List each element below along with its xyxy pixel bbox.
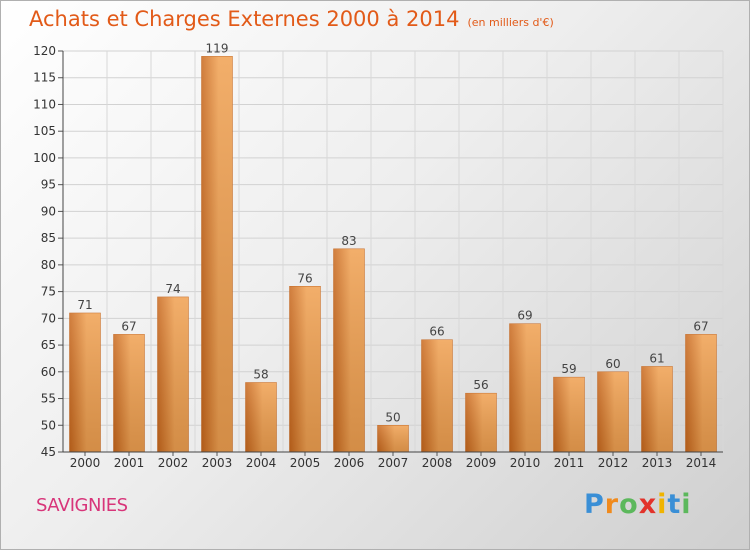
bar-shade	[113, 334, 145, 452]
data-label: 76	[297, 271, 312, 285]
bar-shade	[421, 339, 453, 452]
bar-shade	[289, 286, 321, 452]
value-labels: 71 67 74 119 58 76 83 50 66 56 69 59 60 61 67	[77, 41, 708, 424]
logo-letter: i	[681, 489, 692, 520]
x-tick-label: 2006	[334, 456, 365, 470]
data-label: 69	[517, 309, 532, 323]
x-tick-label: 2009	[466, 456, 497, 470]
bar-shade	[597, 371, 629, 452]
x-tick-label: 2005	[290, 456, 321, 470]
x-tick-label: 2001	[114, 456, 145, 470]
x-tick-label: 2002	[158, 456, 189, 470]
chart-subtitle: (en milliers d'€)	[467, 16, 554, 29]
y-tick-label: 70	[41, 311, 56, 325]
x-tick-label: 2014	[686, 456, 717, 470]
logo-letter: x	[638, 489, 658, 520]
data-label: 60	[605, 357, 620, 371]
data-label: 66	[429, 325, 444, 339]
bar-shade	[509, 323, 541, 452]
y-tick-label: 95	[41, 178, 56, 192]
logo-letter: o	[619, 489, 639, 520]
data-label: 119	[206, 41, 229, 55]
y-tick-label: 55	[41, 392, 56, 406]
bar-shade	[245, 382, 277, 452]
x-tick-label: 2003	[202, 456, 233, 470]
x-tick-label: 2008	[422, 456, 453, 470]
x-tick-label: 2012	[598, 456, 629, 470]
axes: 45 50 55 60 65 70 75 80 85 90 95 100 105 110 115 120 200…	[33, 44, 723, 470]
data-label: 58	[253, 367, 268, 381]
y-tick-label: 115	[33, 71, 56, 85]
y-tick-label: 45	[41, 445, 56, 459]
bar-shade	[333, 248, 365, 452]
x-tick-label: 2011	[554, 456, 585, 470]
bar-shade	[685, 334, 717, 452]
data-label: 74	[165, 282, 180, 296]
y-tick-label: 80	[41, 258, 56, 272]
data-label: 67	[693, 319, 708, 333]
data-label: 67	[121, 319, 136, 333]
data-label: 61	[649, 351, 664, 365]
bar-shade	[641, 366, 673, 452]
bar-shade	[201, 56, 233, 452]
y-tick-label: 120	[33, 44, 56, 58]
y-tick-label: 60	[41, 365, 56, 379]
y-tick-label: 100	[33, 151, 56, 165]
x-tick-label: 2010	[510, 456, 541, 470]
y-tick-label: 50	[41, 418, 56, 432]
logo-letter: t	[667, 489, 682, 520]
logo-letter: P	[584, 489, 605, 520]
logo-letter: r	[604, 489, 620, 520]
chart-title-text: Achats et Charges Externes 2000 à 2014	[29, 7, 460, 31]
bar-shade	[553, 377, 585, 452]
x-tick-label: 2007	[378, 456, 409, 470]
y-tick-label: 65	[41, 338, 56, 352]
bar-shade	[69, 312, 101, 452]
bars	[69, 56, 717, 453]
data-label: 83	[341, 234, 356, 248]
x-tick-label: 2000	[70, 456, 101, 470]
proxiti-logo: Proxiti	[584, 489, 692, 520]
y-tick-label: 75	[41, 285, 56, 299]
bar-shade	[377, 425, 409, 452]
data-label: 59	[561, 362, 576, 376]
chart-title: Achats et Charges Externes 2000 à 2014 (e…	[29, 7, 554, 31]
bar-shade	[465, 393, 497, 452]
logo-letter: i	[657, 489, 668, 520]
y-tick-label: 110	[33, 97, 56, 111]
data-label: 71	[77, 298, 92, 312]
x-tick-label: 2013	[642, 456, 673, 470]
y-tick-label: 90	[41, 204, 56, 218]
commune-name: SAVIGNIES	[36, 495, 128, 516]
y-tick-label: 85	[41, 231, 56, 245]
data-label: 50	[385, 410, 400, 424]
data-label: 56	[473, 378, 488, 392]
x-tick-label: 2004	[246, 456, 277, 470]
y-tick-label: 105	[33, 124, 56, 138]
bar-shade	[157, 296, 189, 452]
